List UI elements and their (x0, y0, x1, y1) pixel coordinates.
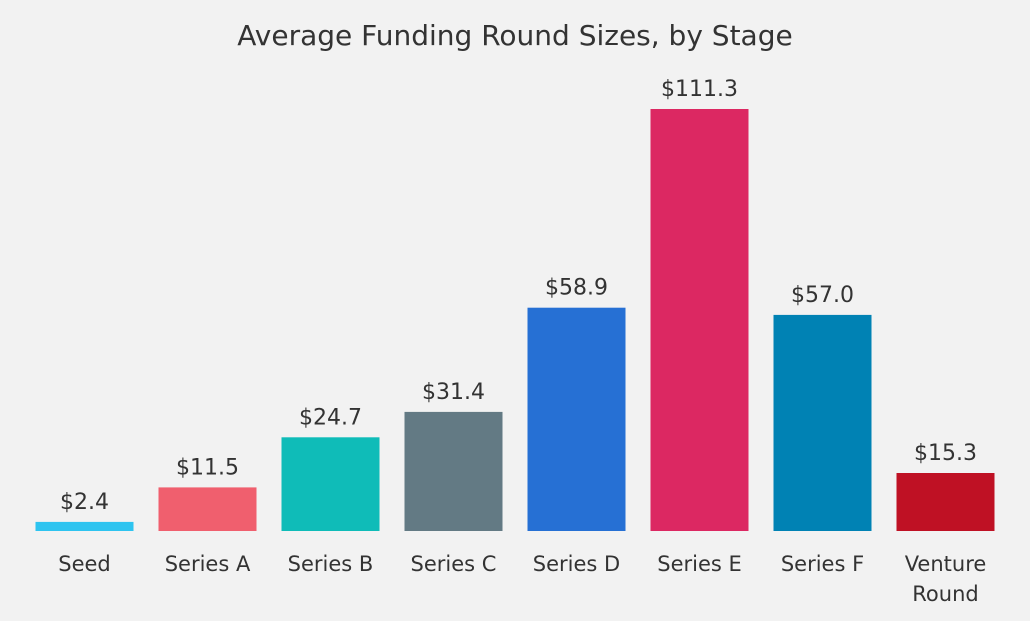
x-tick-label-0: Seed (58, 552, 111, 576)
bar-1 (158, 487, 257, 531)
x-tick-label-2: Series B (288, 552, 374, 576)
x-tick-label-line: Series D (533, 552, 620, 576)
x-tick-label-3: Series C (411, 552, 497, 576)
bar-2 (281, 437, 380, 531)
bars-group (35, 109, 995, 531)
bar-0 (35, 521, 134, 531)
bar-6 (773, 314, 872, 531)
value-label-1: $11.5 (176, 455, 239, 480)
value-label-0: $2.4 (60, 490, 109, 515)
x-tick-label-line: Venture (905, 552, 987, 576)
value-label-7: $15.3 (914, 441, 977, 466)
x-tick-label-1: Series A (165, 552, 251, 576)
x-tick-label-4: Series D (533, 552, 620, 576)
value-labels-group: $2.4 $11.5 $24.7 $31.4 $58.9 $111.3 $57.0 $15.3 (60, 77, 977, 515)
value-label-2: $24.7 (299, 405, 362, 430)
x-tick-label-line: Series E (657, 552, 742, 576)
value-label-4: $58.9 (545, 276, 608, 301)
x-tick-label-5: Series E (657, 552, 742, 576)
x-tick-label-line: Series B (288, 552, 374, 576)
bar-4 (527, 307, 626, 531)
x-tick-label-line: Series C (411, 552, 497, 576)
bar-3 (404, 411, 503, 531)
x-tick-label-7: Venture Round (905, 552, 987, 606)
x-axis-tick-labels: Seed Series A Series B Series C Series D Seri… (58, 552, 986, 606)
value-label-3: $31.4 (422, 380, 485, 405)
chart-title: Average Funding Round Sizes, by Stage (237, 19, 792, 52)
x-tick-label-line: Round (912, 582, 978, 606)
x-tick-label-6: Series F (781, 552, 864, 576)
bar-7 (896, 473, 995, 531)
x-tick-label-line: Seed (58, 552, 111, 576)
value-label-5: $111.3 (661, 77, 738, 102)
x-tick-label-line: Series F (781, 552, 864, 576)
bar-5 (650, 109, 749, 531)
x-tick-label-line: Series A (165, 552, 251, 576)
value-label-6: $57.0 (791, 283, 854, 308)
